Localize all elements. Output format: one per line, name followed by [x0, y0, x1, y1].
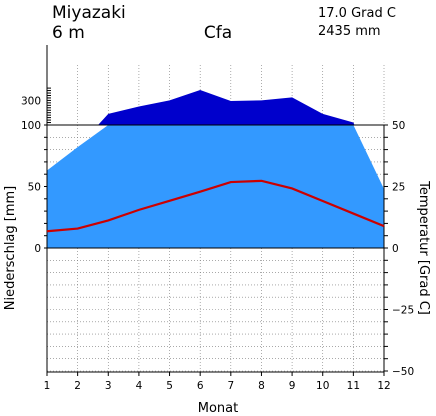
climate-class: Cfa — [204, 23, 232, 43]
temperature-line — [46, 179, 385, 233]
station-name: Miyazaki — [52, 3, 126, 23]
right-tick-label: −25 — [392, 305, 414, 317]
station-altitude: 6 m — [52, 23, 85, 43]
x-tick-label: 10 — [316, 380, 329, 392]
x-tick-label: 7 — [227, 380, 234, 392]
left-tick-label: 100 — [21, 120, 41, 132]
x-tick-label: 8 — [258, 380, 265, 392]
right-axis-title: Temperatur [Grad C] — [416, 180, 431, 315]
right-tick-label: 50 — [392, 120, 405, 132]
annual-temperature: 17.0 Grad C — [318, 6, 396, 21]
annual-precipitation: 2435 mm — [318, 24, 381, 39]
right-tick-label: 0 — [392, 243, 399, 255]
right-tick-label: 25 — [392, 182, 405, 194]
x-axis-title: Monat — [198, 401, 238, 416]
x-tick-label: 4 — [136, 380, 143, 392]
precipitation-excess — [47, 89, 384, 125]
left-axis-title: Niederschlag [mm] — [3, 186, 18, 311]
right-tick-label: −50 — [392, 366, 414, 378]
left-tick-label: 300 — [21, 95, 41, 107]
x-tick-label: 3 — [105, 380, 112, 392]
x-tick-label: 1 — [44, 380, 51, 392]
x-tick-label: 2 — [74, 380, 81, 392]
temperature-series — [46, 179, 385, 233]
x-tick-label: 5 — [166, 380, 173, 392]
left-tick-label: 0 — [34, 243, 41, 255]
x-tick-label: 11 — [347, 380, 360, 392]
x-tick-label: 9 — [289, 380, 296, 392]
left-tick-label: 50 — [28, 182, 41, 194]
x-tick-label: 12 — [377, 380, 390, 392]
x-tick-label: 6 — [197, 380, 204, 392]
axes — [44, 45, 388, 376]
